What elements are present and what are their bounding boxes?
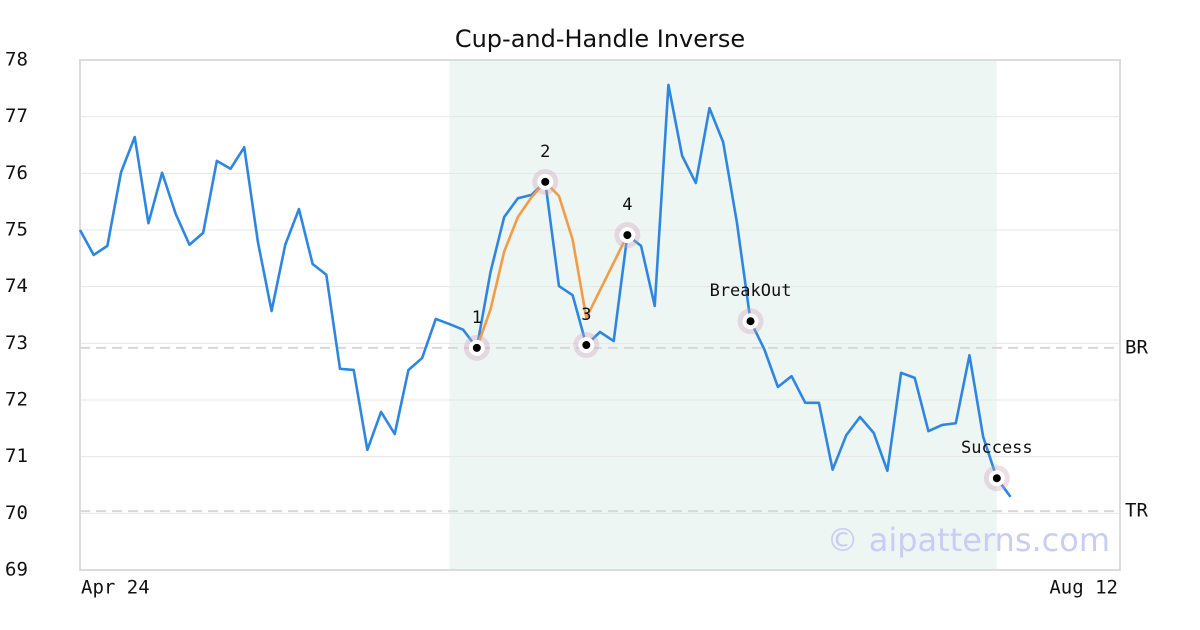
pattern-region [449,60,997,570]
y-tick-label: 76 [5,162,28,184]
point-label: 4 [622,195,632,215]
point-marker [623,231,632,240]
y-tick-label: 77 [5,105,28,127]
y-tick-label: 72 [5,389,28,411]
x-tick-label: Aug 12 [1049,577,1118,599]
point-marker [992,474,1001,483]
price-line [475,180,629,349]
x-tick-label: Apr 24 [81,577,150,599]
y-tick-label: 70 [5,502,28,524]
y-tick-label: 75 [5,219,28,241]
level-label: BR [1125,336,1148,358]
point-marker [472,343,481,352]
point-label: BreakOut [710,281,792,301]
y-tick-label: 69 [5,559,28,581]
y-tick-label: 78 [5,49,28,71]
point-label: 2 [540,142,550,162]
y-tick-label: 71 [5,445,28,467]
level-label: TR [1125,500,1148,522]
point-label: Success [961,438,1033,458]
point-marker [746,317,755,326]
point-marker [582,341,591,350]
y-tick-label: 73 [5,332,28,354]
plot-frame [79,59,1121,571]
y-tick-label: 74 [5,275,28,297]
watermark: © aipatterns.com [827,521,1110,559]
point-label: 3 [581,305,591,325]
point-marker [541,177,550,186]
point-label: 1 [472,308,482,328]
chart-title: Cup-and-Handle Inverse [455,25,745,53]
